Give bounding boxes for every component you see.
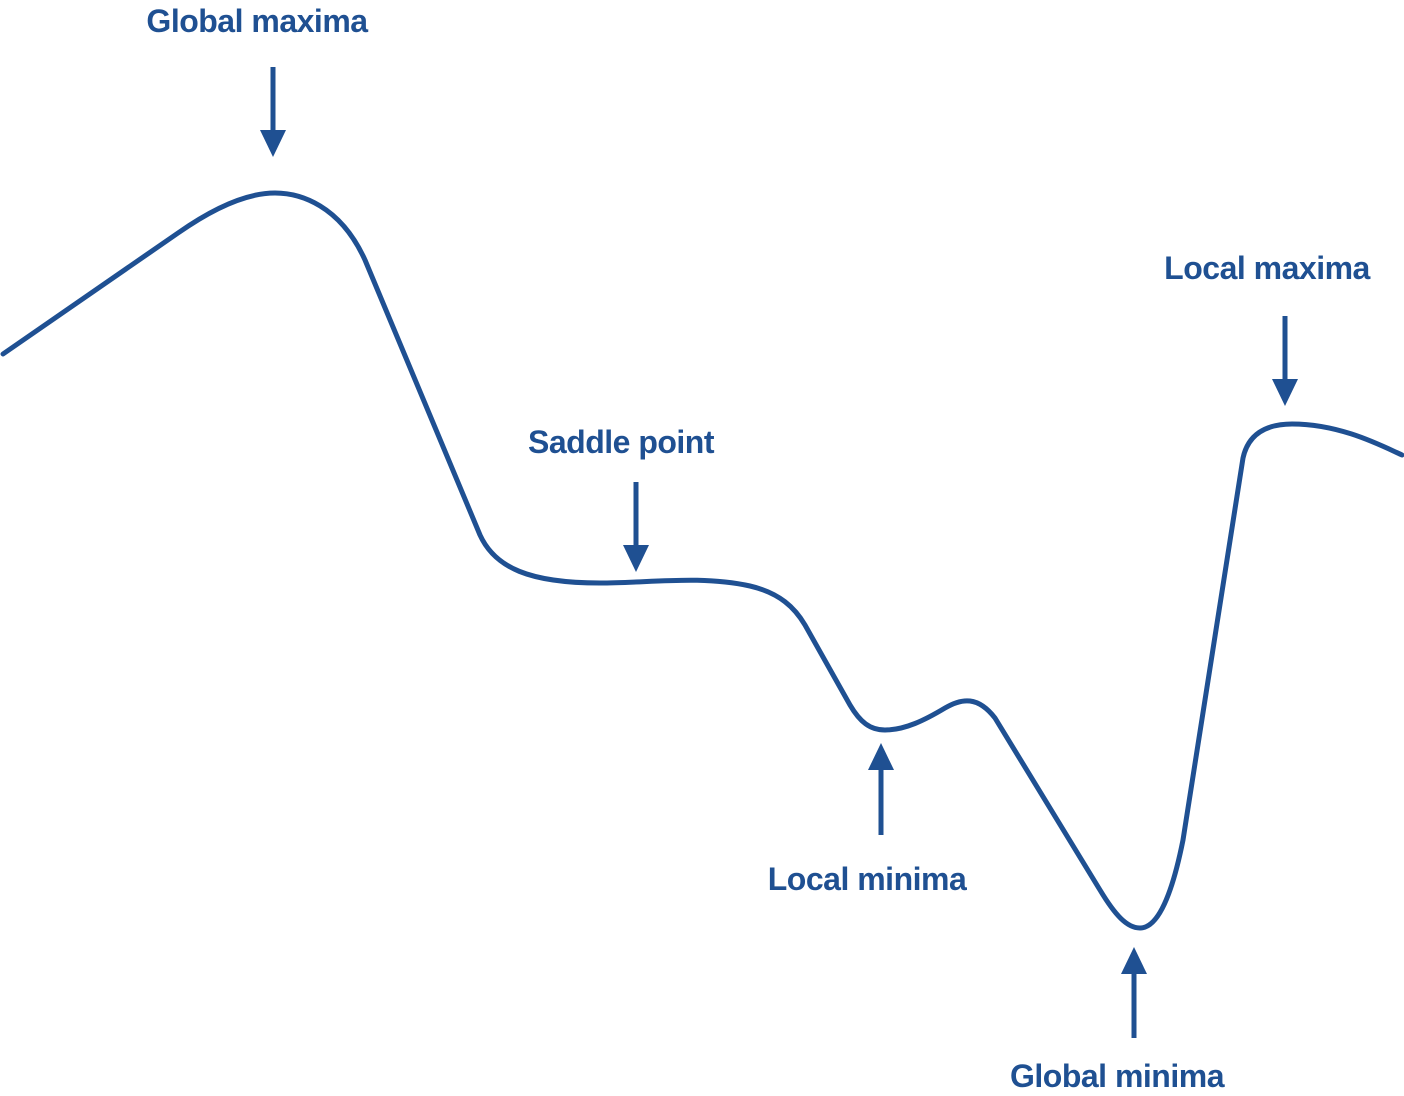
local-maxima-arrow	[1272, 316, 1298, 406]
local-minima-arrow	[868, 743, 894, 835]
landscape-curve	[0, 190, 1404, 931]
global-maxima-arrow	[260, 67, 286, 157]
saddle-point-label: Saddle point	[528, 424, 715, 460]
global-minima-label: Global minima	[1010, 1058, 1225, 1094]
local-maxima-label: Local maxima	[1164, 250, 1370, 286]
global-maxima-label: Global maxima	[146, 3, 368, 39]
global-minima-arrow	[1121, 947, 1147, 1038]
saddle-point-arrow	[623, 482, 649, 572]
local-minima-label: Local minima	[768, 861, 967, 897]
